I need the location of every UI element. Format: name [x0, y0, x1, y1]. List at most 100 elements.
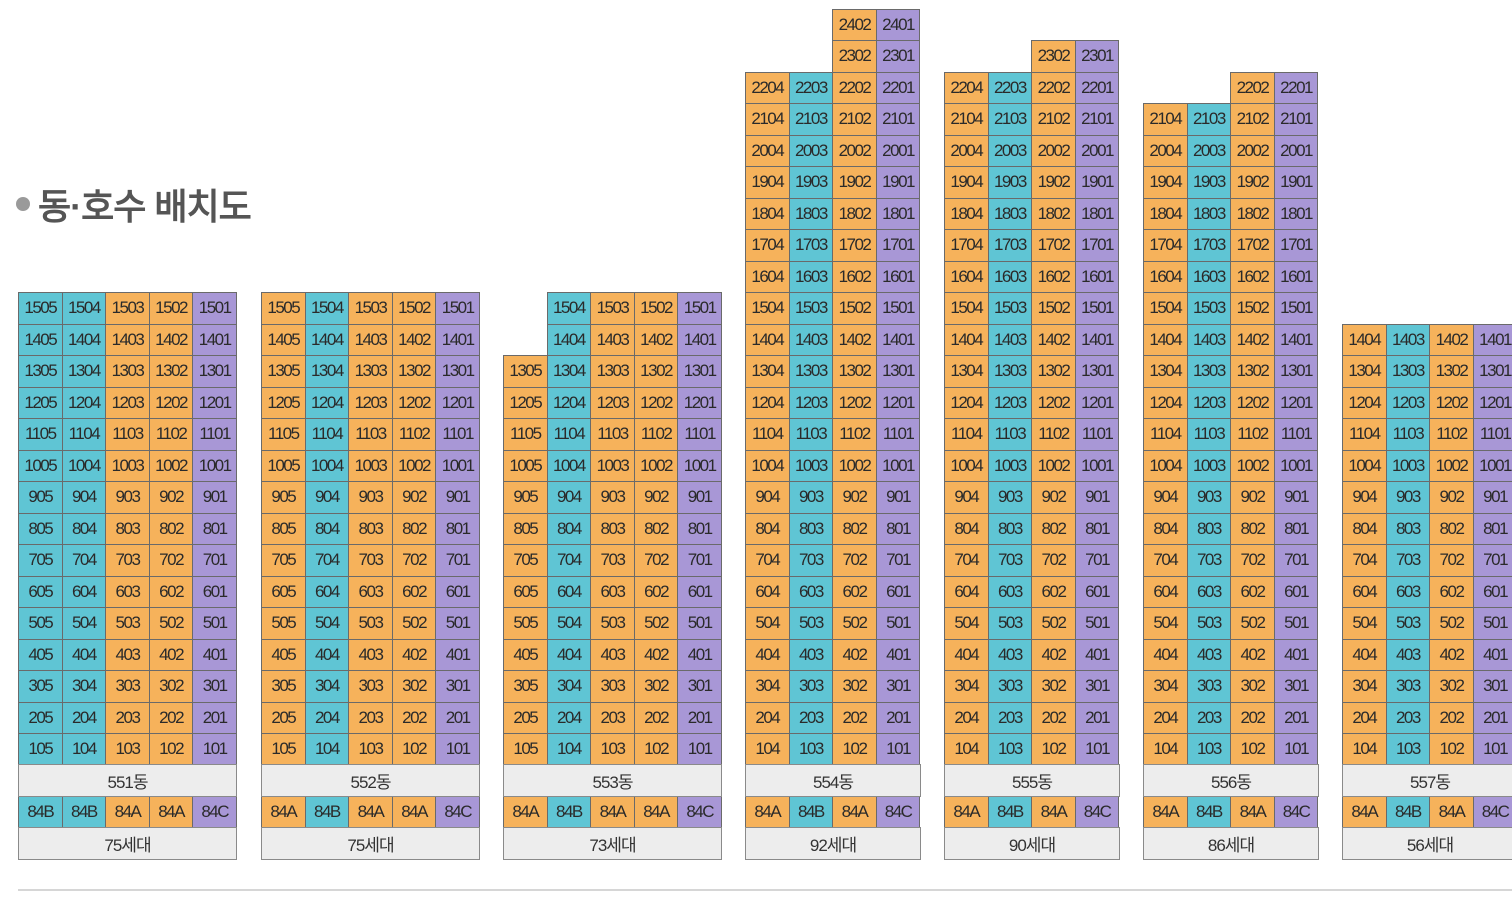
unit-cell[interactable]: 601 [1472, 575, 1512, 608]
unit-cell[interactable]: 703 [1186, 544, 1232, 577]
unit-cell[interactable]: 1302 [832, 355, 877, 388]
unit-cell[interactable]: 2002 [832, 134, 877, 167]
unit-cell[interactable]: 602 [1429, 575, 1474, 608]
unit-cell[interactable]: 904 [745, 481, 790, 514]
unit-cell[interactable]: 502 [633, 607, 679, 640]
unit-cell[interactable]: 2104 [745, 103, 790, 136]
unit-cell[interactable]: 702 [391, 544, 437, 577]
unit-cell[interactable]: 101 [875, 733, 921, 766]
unit-cell[interactable]: 401 [677, 638, 722, 671]
unit-cell[interactable]: 804 [546, 512, 592, 545]
unit-cell[interactable]: 304 [546, 670, 592, 703]
unit-cell[interactable]: 301 [1472, 670, 1512, 703]
unit-cell[interactable]: 1005 [18, 449, 63, 482]
unit-cell[interactable]: 2101 [1273, 103, 1319, 136]
unit-cell[interactable]: 805 [503, 512, 548, 545]
unit-cell[interactable]: 1001 [875, 449, 921, 482]
unit-cell[interactable]: 2101 [875, 103, 921, 136]
unit-cell[interactable]: 702 [1429, 544, 1474, 577]
unit-cell[interactable]: 1303 [1385, 355, 1431, 388]
unit-cell[interactable]: 201 [875, 701, 921, 734]
unit-cell[interactable]: 701 [435, 544, 480, 577]
unit-cell[interactable]: 404 [745, 638, 790, 671]
unit-cell[interactable]: 2004 [1143, 134, 1188, 167]
unit-cell[interactable]: 1102 [1031, 418, 1076, 451]
unit-cell[interactable]: 202 [1031, 701, 1076, 734]
unit-cell[interactable]: 202 [832, 701, 877, 734]
unit-cell[interactable]: 504 [944, 607, 989, 640]
unit-cell[interactable]: 1602 [832, 260, 877, 293]
unit-cell[interactable]: 1701 [1074, 229, 1120, 262]
unit-cell[interactable]: 103 [1385, 733, 1431, 766]
unit-cell[interactable]: 701 [875, 544, 921, 577]
unit-cell[interactable]: 504 [1342, 607, 1387, 640]
unit-cell[interactable]: 804 [61, 512, 107, 545]
unit-cell[interactable]: 102 [1031, 733, 1076, 766]
unit-cell[interactable]: 402 [1031, 638, 1076, 671]
unit-cell[interactable]: 1804 [1143, 197, 1188, 230]
unit-cell[interactable]: 203 [105, 701, 150, 734]
unit-cell[interactable]: 1104 [61, 418, 107, 451]
unit-cell[interactable]: 504 [304, 607, 350, 640]
unit-cell[interactable]: 902 [1429, 481, 1474, 514]
unit-cell[interactable]: 1402 [633, 323, 679, 356]
unit-cell[interactable]: 702 [832, 544, 877, 577]
unit-cell[interactable]: 1401 [192, 323, 237, 356]
unit-cell[interactable]: 604 [61, 575, 107, 608]
unit-cell[interactable]: 603 [590, 575, 635, 608]
unit-cell[interactable]: 501 [1472, 607, 1512, 640]
unit-cell[interactable]: 1404 [1143, 323, 1188, 356]
unit-cell[interactable]: 1203 [590, 386, 635, 419]
unit-cell[interactable]: 303 [105, 670, 150, 703]
unit-cell[interactable]: 504 [745, 607, 790, 640]
unit-cell[interactable]: 1303 [987, 355, 1033, 388]
unit-cell[interactable]: 1701 [1273, 229, 1319, 262]
unit-cell[interactable]: 1502 [633, 292, 679, 325]
unit-cell[interactable]: 1503 [1186, 292, 1232, 325]
unit-cell[interactable]: 1404 [944, 323, 989, 356]
unit-cell[interactable]: 1001 [435, 449, 480, 482]
unit-cell[interactable]: 2201 [1074, 71, 1120, 104]
unit-cell[interactable]: 104 [944, 733, 989, 766]
unit-cell[interactable]: 1004 [745, 449, 790, 482]
unit-cell[interactable]: 203 [590, 701, 635, 734]
unit-cell[interactable]: 705 [503, 544, 548, 577]
unit-cell[interactable]: 502 [1230, 607, 1275, 640]
unit-cell[interactable]: 105 [261, 733, 306, 766]
unit-cell[interactable]: 1301 [1074, 355, 1120, 388]
unit-cell[interactable]: 1404 [304, 323, 350, 356]
unit-cell[interactable]: 1603 [987, 260, 1033, 293]
unit-cell[interactable]: 1002 [148, 449, 194, 482]
unit-cell[interactable]: 1702 [1230, 229, 1275, 262]
unit-cell[interactable]: 1202 [1230, 386, 1275, 419]
unit-cell[interactable]: 802 [832, 512, 877, 545]
unit-cell[interactable]: 803 [1385, 512, 1431, 545]
unit-cell[interactable]: 104 [745, 733, 790, 766]
unit-cell[interactable]: 403 [987, 638, 1033, 671]
unit-cell[interactable]: 1302 [1429, 355, 1474, 388]
unit-cell[interactable]: 904 [1342, 481, 1387, 514]
unit-cell[interactable]: 1904 [745, 166, 790, 199]
unit-cell[interactable]: 102 [832, 733, 877, 766]
unit-cell[interactable]: 402 [832, 638, 877, 671]
unit-cell[interactable]: 1602 [1230, 260, 1275, 293]
unit-cell[interactable]: 505 [18, 607, 63, 640]
unit-cell[interactable]: 1801 [1074, 197, 1120, 230]
unit-cell[interactable]: 1504 [304, 292, 350, 325]
unit-cell[interactable]: 301 [1074, 670, 1120, 703]
unit-cell[interactable]: 503 [788, 607, 834, 640]
unit-cell[interactable]: 1305 [503, 355, 548, 388]
unit-cell[interactable]: 903 [1186, 481, 1232, 514]
unit-cell[interactable]: 504 [546, 607, 592, 640]
unit-cell[interactable]: 1105 [503, 418, 548, 451]
unit-cell[interactable]: 1103 [1186, 418, 1232, 451]
unit-cell[interactable]: 1604 [745, 260, 790, 293]
unit-cell[interactable]: 602 [832, 575, 877, 608]
unit-cell[interactable]: 701 [1273, 544, 1319, 577]
unit-cell[interactable]: 1902 [1230, 166, 1275, 199]
unit-cell[interactable]: 2104 [944, 103, 989, 136]
unit-cell[interactable]: 1802 [1230, 197, 1275, 230]
unit-cell[interactable]: 1901 [1074, 166, 1120, 199]
unit-cell[interactable]: 1205 [18, 386, 63, 419]
unit-cell[interactable]: 603 [1186, 575, 1232, 608]
